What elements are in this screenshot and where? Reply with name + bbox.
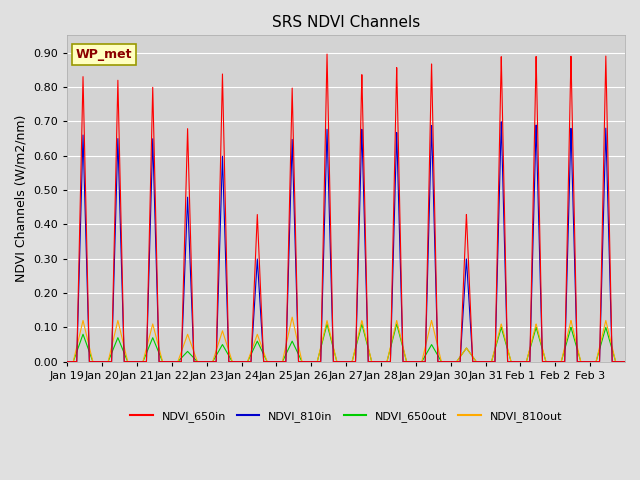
Text: WP_met: WP_met [76, 48, 132, 61]
Legend: NDVI_650in, NDVI_810in, NDVI_650out, NDVI_810out: NDVI_650in, NDVI_810in, NDVI_650out, NDV… [126, 407, 566, 426]
Title: SRS NDVI Channels: SRS NDVI Channels [272, 15, 420, 30]
Y-axis label: NDVI Channels (W/m2/nm): NDVI Channels (W/m2/nm) [15, 115, 28, 282]
